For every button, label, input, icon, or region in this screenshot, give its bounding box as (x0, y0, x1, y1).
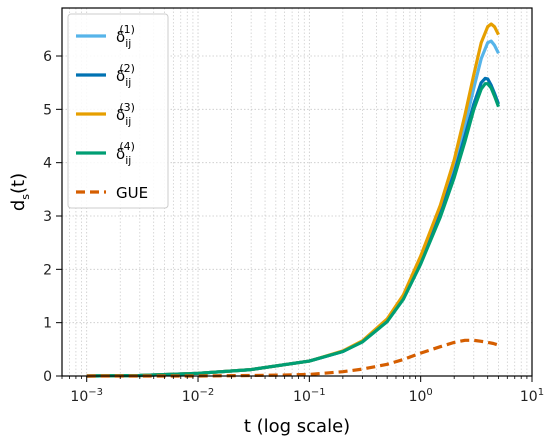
y-axis-ticks: 0 1 2 3 4 5 6 (43, 49, 62, 385)
x-tick-label: 10−1 (293, 387, 326, 405)
x-tick-label-exponent: −2 (200, 387, 215, 398)
legend-label-sup: (1) (119, 23, 135, 36)
legend-label-main: δ (116, 28, 125, 46)
y-tick-label: 6 (43, 49, 52, 65)
legend-label-sup: (2) (119, 62, 135, 75)
x-tick-label: 101 (520, 387, 544, 405)
y-axis-label: ds(t) (8, 173, 32, 211)
legend-label: GUE (116, 184, 148, 202)
x-tick-label-base: 10 (70, 389, 88, 405)
x-tick-label: 10−2 (182, 387, 215, 405)
legend-label-main: δ (116, 67, 125, 85)
x-tick-label-base: 10 (520, 389, 538, 405)
y-tick-label: 5 (43, 102, 52, 118)
legend-label: δij(1) (116, 23, 135, 50)
legend-label-sub: ij (125, 37, 131, 50)
legend-label-sup: (3) (119, 101, 135, 114)
x-tick-label-exponent: 1 (538, 387, 544, 398)
legend-label: δij(3) (116, 101, 135, 128)
x-axis-label: t (log scale) (244, 416, 350, 437)
series-line-5 (86, 338, 499, 378)
x-tick-label: 100 (409, 387, 433, 405)
y-tick-label: 4 (43, 156, 52, 172)
y-axis-label-main: d (8, 200, 29, 211)
legend-label-sub: ij (125, 76, 131, 89)
legend-box (67, 13, 169, 209)
series-lines (86, 22, 500, 378)
x-tick-label: 10−3 (70, 387, 103, 405)
y-axis-label-sub: s (19, 194, 32, 200)
y-tick-label: 1 (43, 316, 52, 332)
plot-frame (61, 7, 533, 377)
y-axis-label-suffix: (t) (8, 173, 29, 194)
legend-label: δij(2) (116, 62, 135, 89)
legend-label-main: δ (116, 145, 125, 163)
legend-label-sub: ij (125, 115, 131, 128)
legend-label: δij(4) (116, 140, 135, 167)
legend-label-sub: ij (125, 154, 131, 167)
y-tick-label: 2 (43, 262, 52, 278)
x-tick-label-exponent: −1 (311, 387, 326, 398)
x-axis-ticks: 10−3 10−2 10−1 100 101 (61, 376, 544, 405)
x-tick-label-exponent: 0 (426, 387, 432, 398)
x-tick-label-base: 10 (182, 389, 200, 405)
y-tick-label: 3 (43, 209, 52, 225)
x-tick-label-exponent: −3 (88, 387, 103, 398)
y-tick-label: 0 (43, 369, 52, 385)
legend-label-main: δ (116, 106, 125, 124)
series-line-4 (86, 82, 500, 378)
legend-label-main: GUE (116, 184, 148, 202)
legend: δij(1)δij(2)δij(3)δij(4)GUE (67, 13, 169, 209)
x-tick-label-base: 10 (409, 389, 427, 405)
legend-label-sup: (4) (119, 140, 135, 153)
x-tick-label-base: 10 (293, 389, 311, 405)
